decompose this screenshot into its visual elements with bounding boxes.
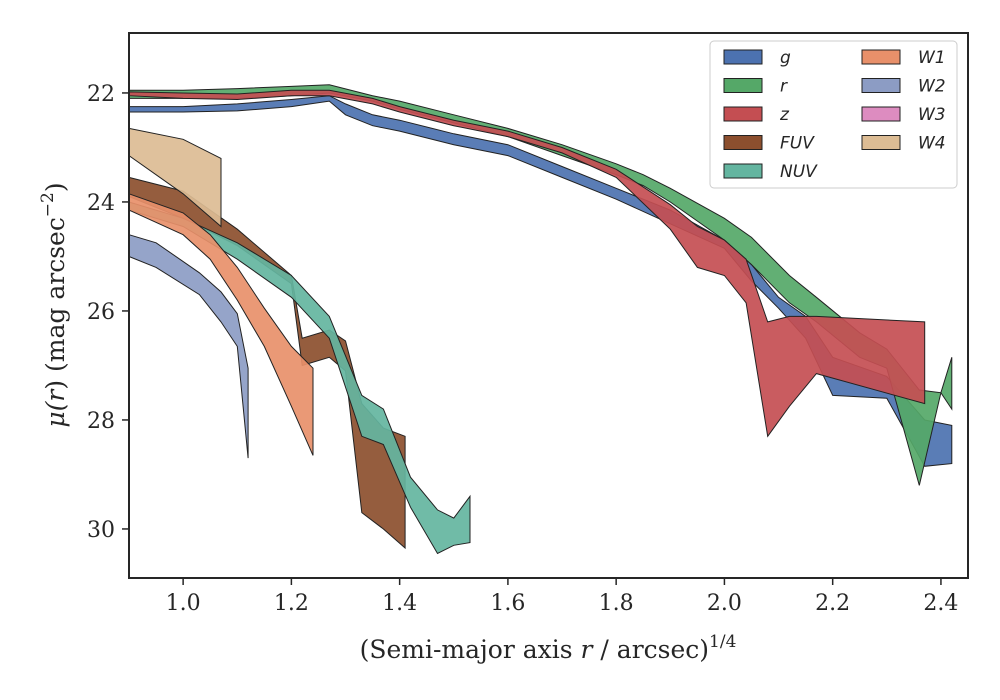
x-tick-label: 2.2 — [815, 591, 850, 616]
y-axis-ticks: 22 24 26 28 30 — [87, 82, 129, 543]
legend-swatch-z — [723, 106, 763, 122]
x-tick-label: 1.6 — [490, 591, 525, 616]
plot-frame — [128, 32, 969, 579]
legend-label-w4: W4 — [918, 134, 946, 154]
profile-bands — [128, 84, 953, 555]
x-tick-label: 2.4 — [923, 591, 958, 616]
y-tick-label: 26 — [87, 300, 115, 325]
legend-swatch-r — [723, 78, 763, 93]
legend-swatch-w2 — [861, 78, 901, 93]
legend-swatch-w1 — [861, 49, 901, 65]
band-w1 — [128, 193, 314, 456]
x-tick-label: 1.0 — [166, 591, 201, 616]
y-axis-label: μ(r) (mag arcsec−2) — [38, 182, 70, 427]
legend-swatch-g — [723, 49, 763, 65]
legend-label-z: z — [779, 105, 790, 125]
legend: grz FUV NUV W1 W2 W3 W4 — [709, 40, 958, 189]
band-z — [128, 89, 926, 438]
legend-swatch-w4 — [861, 135, 901, 150]
x-tick-label: 2.0 — [707, 591, 742, 616]
x-tick-label: 1.8 — [599, 591, 634, 616]
legend-swatch-w3 — [861, 106, 901, 122]
band-w2 — [128, 234, 249, 459]
legend-label-r: r — [780, 77, 788, 97]
legend-label-w3: W3 — [918, 105, 946, 125]
legend-swatch-nuv — [723, 163, 763, 179]
y-tick-label: 24 — [87, 191, 115, 216]
legend-box — [709, 40, 958, 189]
y-tick-label: 22 — [87, 82, 115, 107]
band-fuv — [128, 176, 406, 550]
legend-label-nuv: NUV — [780, 162, 818, 182]
legend-label-w2: W2 — [918, 77, 946, 97]
y-tick-label: 30 — [87, 518, 115, 543]
legend-label-fuv: FUV — [780, 134, 815, 154]
legend-label-g: g — [780, 48, 791, 68]
x-axis-ticks: 1.0 1.2 1.4 1.6 1.8 2.0 2.2 2.4 — [166, 578, 958, 616]
band-nuv — [128, 201, 471, 555]
y-tick-label: 28 — [87, 409, 115, 434]
legend-label-w1: W1 — [918, 48, 946, 68]
x-axis-label: (Semi-major axis r / arcsec)1/4 — [360, 632, 737, 664]
band-g — [128, 95, 953, 467]
x-tick-label: 1.4 — [382, 591, 417, 616]
legend-swatch-fuv — [723, 135, 763, 150]
x-tick-label: 1.2 — [274, 591, 309, 616]
